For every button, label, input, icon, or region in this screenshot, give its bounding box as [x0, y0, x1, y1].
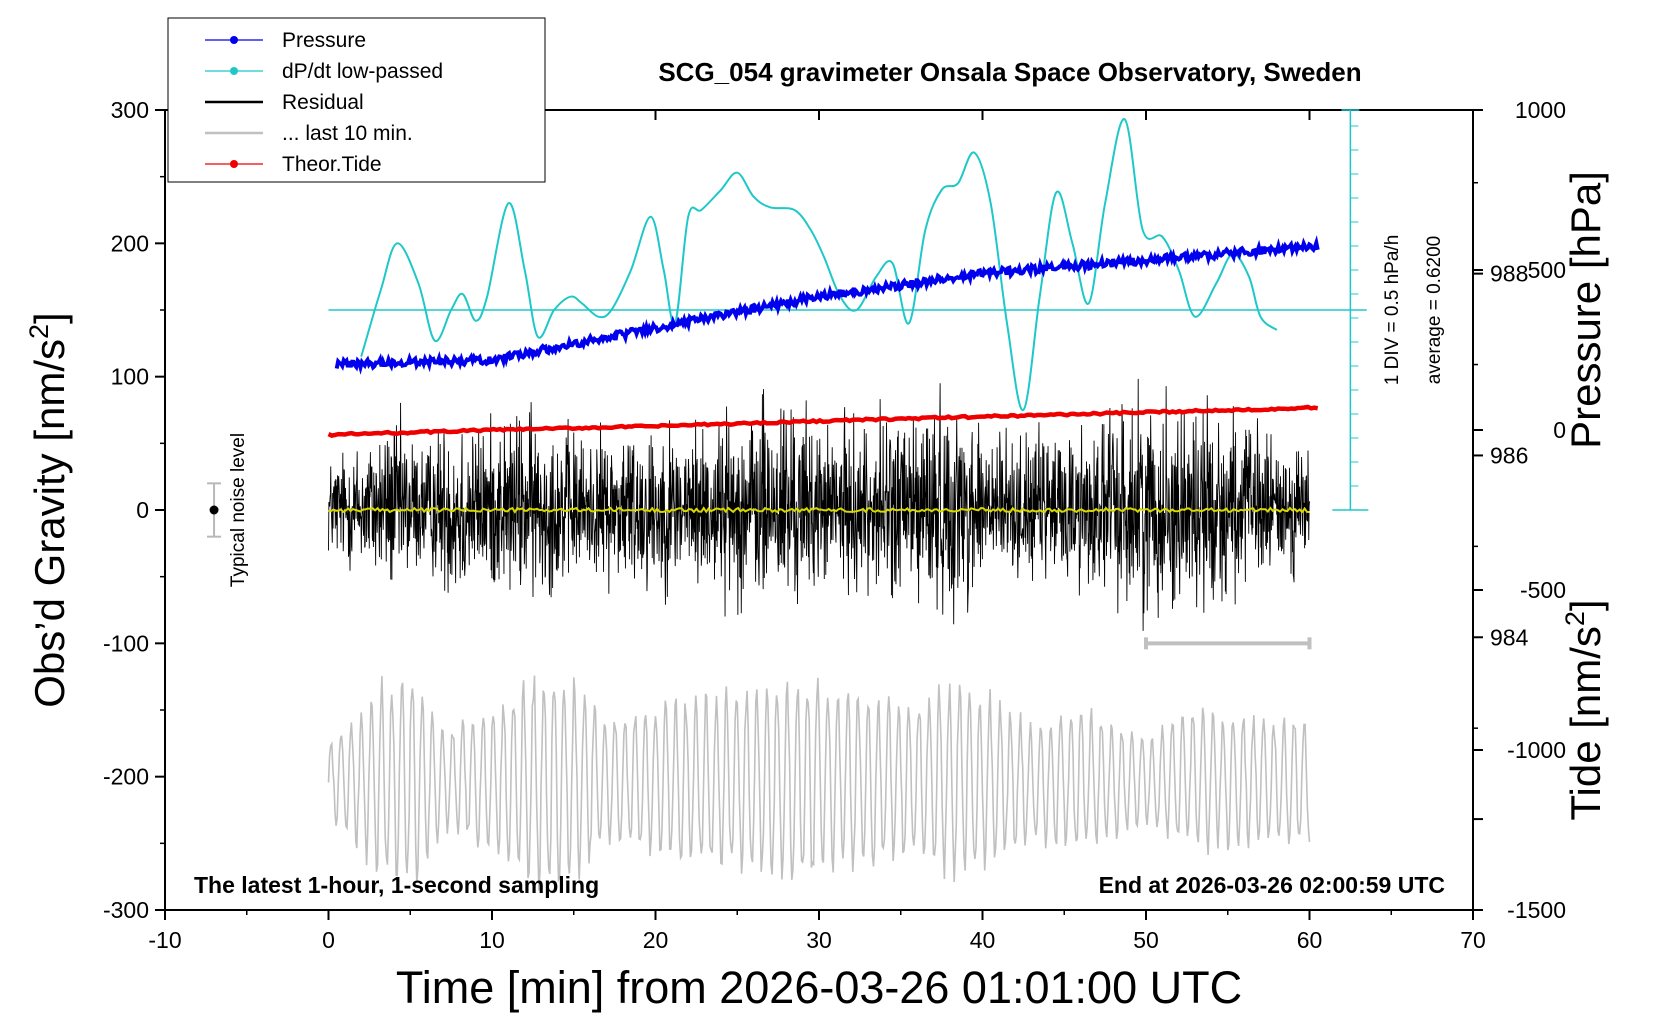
x-axis-title: Time [min] from 2026-03-26 01:01:00 UTC: [396, 962, 1242, 1013]
series-theor-tide: [327, 404, 1319, 438]
tide-tick-label: 1000: [1515, 97, 1566, 123]
x-tick-label: 70: [1460, 927, 1486, 953]
y-tick-label: 300: [111, 97, 149, 123]
tide-axis-title-sup: 2: [1560, 611, 1590, 626]
theor-tide-trace: [327, 404, 1319, 438]
series-last-10-min: [327, 675, 1311, 891]
x-tick-label: 10: [479, 927, 505, 953]
series-pressure: [334, 235, 1320, 375]
annotation-bottom-left: The latest 1-hour, 1-second sampling: [194, 872, 599, 898]
dpdt-scale-axis: [328, 109, 1369, 511]
y-tick-label: -100: [103, 630, 149, 656]
noise-indicator: [207, 482, 222, 538]
tide-axis-title-main: Tide [nm/s: [1562, 626, 1609, 821]
dpdt-div-label: 1 DIV = 0.5 hPa/h: [1382, 235, 1403, 386]
y-axis-pressure: 984 986 988: [1473, 181, 1529, 821]
legend: Pressure dP/dt low-passed Residual ... last…: [167, 17, 546, 183]
legend-label: dP/dt low-passed: [282, 60, 443, 83]
tide-tick-label: -1500: [1507, 897, 1566, 923]
y-axis-title-main: Obs’d Gravity [nm/s: [26, 339, 73, 708]
chart-title: SCG_054 gravimeter Onsala Space Observat…: [658, 57, 1361, 87]
legend-swatch-dot: [230, 67, 238, 75]
tide-tick-label: -1000: [1507, 737, 1566, 763]
y-axis-tide: -1500 -1000 -500 0 500 1000: [1473, 97, 1566, 923]
residual-trace: [328, 378, 1310, 631]
tide-axis-title-end: ]: [1562, 599, 1609, 611]
pressure-trace: [334, 235, 1320, 375]
legend-box: [167, 17, 546, 183]
y-tick-label: -300: [103, 897, 149, 923]
pressure-tick-label: 984: [1490, 624, 1529, 650]
y-tick-label: 200: [111, 230, 149, 256]
last-10-min-trace: [327, 675, 1311, 891]
annotation-bottom-right: End at 2026-03-26 02:00:59 UTC: [1099, 872, 1445, 898]
series-dpdt: [360, 118, 1278, 412]
dpdt-trace: [360, 118, 1278, 412]
x-tick-label: 60: [1297, 927, 1323, 953]
legend-swatch-dot: [230, 160, 238, 168]
noise-level-label: Typical noise level: [228, 433, 249, 587]
residual-smoothed-trace: [328, 506, 1310, 514]
dpdt-average-label: average = 0.6200: [1424, 236, 1445, 384]
last-10-min-marker: [1144, 637, 1312, 650]
y-tick-label: 0: [136, 497, 149, 523]
series-residual: [328, 378, 1310, 631]
x-tick-label: 40: [970, 927, 996, 953]
tide-tick-label: 0: [1553, 417, 1566, 443]
y-axis-title-sup: 2: [24, 324, 54, 339]
tide-tick-label: -500: [1520, 577, 1566, 603]
noise-center-dot: [209, 505, 219, 515]
x-tick-label: 20: [643, 927, 669, 953]
x-tick-label: 30: [806, 927, 832, 953]
series-residual-smoothed: [328, 506, 1310, 514]
tide-tick-label: 500: [1528, 257, 1566, 283]
y-tick-label: -200: [103, 764, 149, 790]
y-tick-label: 100: [111, 364, 149, 390]
pressure-tick-label: 986: [1490, 442, 1528, 468]
legend-label: Residual: [282, 91, 364, 114]
y-axis-gravity: -300 -200 -100 0 100 200 300: [103, 97, 165, 923]
tide-axis-title: Tide [nm/s2]: [1560, 599, 1609, 820]
legend-swatch-dot: [230, 36, 238, 44]
x-tick-label: -10: [148, 927, 181, 953]
legend-label: ... last 10 min.: [282, 122, 413, 145]
legend-label: Pressure: [282, 29, 366, 52]
x-tick-label: 0: [322, 927, 335, 953]
pressure-tick-label: 988: [1490, 261, 1528, 287]
y-axis-title-end: ]: [26, 312, 73, 324]
pressure-axis-title: Pressure [hPa]: [1562, 171, 1609, 449]
legend-label: Theor.Tide: [282, 153, 382, 176]
y-axis-title: Obs’d Gravity [nm/s2]: [24, 312, 73, 707]
x-tick-label: 50: [1133, 927, 1159, 953]
